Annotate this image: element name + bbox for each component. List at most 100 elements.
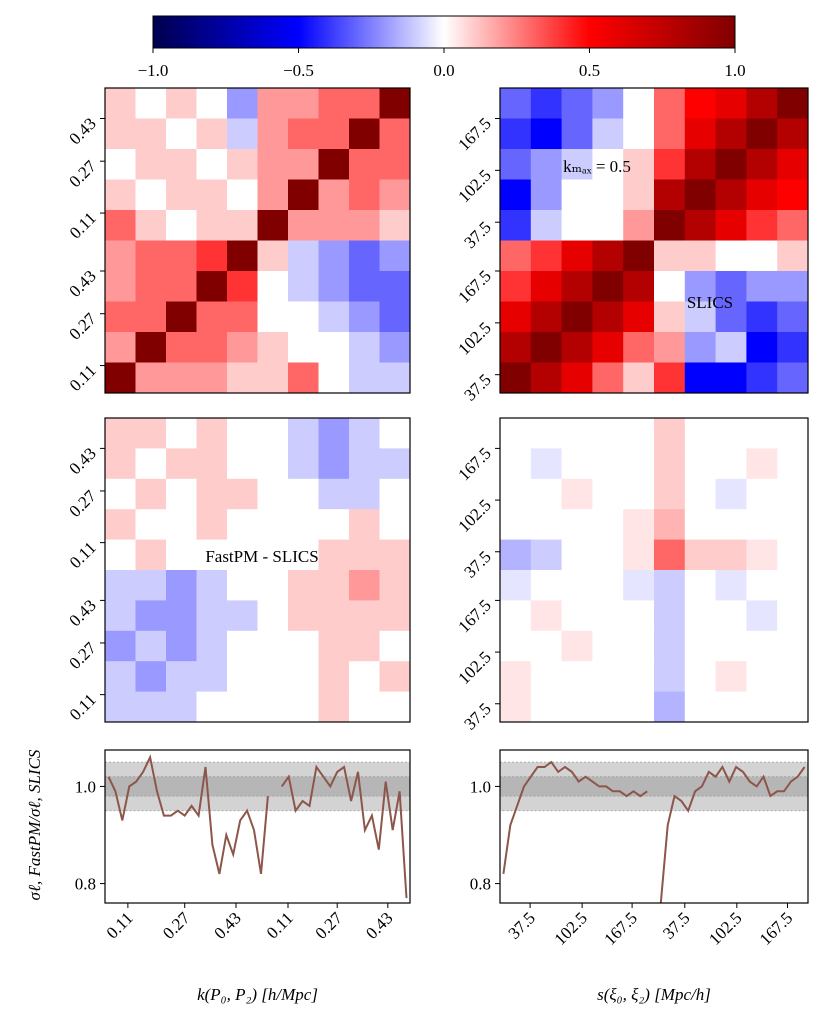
- heatmap-cell: [379, 179, 411, 211]
- heatmap-cell: [530, 240, 563, 272]
- heatmap-cell: [777, 418, 809, 449]
- heatmap-cell: [105, 332, 136, 363]
- heatmap-cell: [561, 240, 593, 272]
- heatmap-cell: [257, 362, 289, 394]
- heatmap-cell: [715, 118, 747, 150]
- heatmap-cell: [715, 691, 747, 723]
- heatmap-cell: [379, 271, 411, 302]
- heatmap-cell: [196, 600, 228, 632]
- heatmap-cell: [257, 448, 289, 480]
- colorbar-tick-label: −1.0: [138, 61, 169, 80]
- heatmap-cell: [500, 600, 532, 632]
- heatmap-cell: [500, 691, 532, 723]
- heatmap-cell: [561, 478, 593, 510]
- heatmap-cell: [654, 362, 686, 394]
- heatmap-cell: [105, 691, 136, 723]
- heatmap-cell: [715, 478, 747, 510]
- heatmap-cell: [227, 630, 258, 662]
- x-axis-label: s(ξ₀, ξ₂) [Mpc/h]: [597, 985, 711, 1004]
- heatmap-cell: [318, 332, 350, 363]
- y-tick-label: 37.5: [460, 699, 494, 733]
- heatmap-cell: [288, 210, 319, 241]
- heatmap-cell: [379, 88, 411, 119]
- heatmap-cell: [105, 661, 136, 693]
- heatmap-cell: [379, 630, 411, 662]
- heatmap-cell: [288, 539, 319, 571]
- heatmap-cell: [257, 301, 289, 333]
- heatmap-cell: [561, 661, 593, 693]
- heatmap-cell: [530, 509, 563, 541]
- heatmap-cell: [684, 332, 717, 363]
- heatmap-cell: [623, 418, 655, 449]
- heatmap-cell: [530, 179, 563, 211]
- heatmap-cell: [105, 630, 136, 662]
- heatmap-cell: [746, 418, 778, 449]
- heatmap-cell: [349, 118, 380, 150]
- heatmap-cell: [105, 478, 136, 510]
- heatmap-cell: [105, 362, 136, 394]
- heatmap-cell: [166, 478, 197, 510]
- heatmap-cell: [349, 210, 380, 241]
- heatmap-cell: [500, 210, 532, 241]
- heatmap-cell: [592, 418, 624, 449]
- heatmap-cell: [500, 332, 532, 363]
- heatmap-cell: [318, 418, 350, 449]
- heatmap-cell: [257, 210, 289, 241]
- heatmap-cell: [500, 362, 532, 394]
- heatmap-cell: [746, 179, 778, 211]
- heatmap-cell: [777, 362, 809, 394]
- heatmap-cell: [196, 301, 228, 333]
- heatmap-cell: [166, 149, 197, 180]
- heatmap-cell: [135, 149, 167, 180]
- heatmap-cell: [196, 271, 228, 302]
- heatmap-cell: [135, 240, 167, 272]
- heatmap-cell: [530, 149, 563, 180]
- y-tick-label: 167.5: [454, 114, 494, 154]
- heatmap-cell: [715, 88, 747, 119]
- heatmap-cell: [623, 301, 655, 333]
- heatmap-cell: [227, 332, 258, 363]
- colorbar-tick-label: 1.0: [724, 61, 745, 80]
- heatmap-cell: [777, 271, 809, 302]
- frame: [104, 417, 411, 723]
- heatmap-cell: [227, 448, 258, 480]
- heatmap-cell: [166, 210, 197, 241]
- y-tick-label: 0.27: [65, 156, 100, 191]
- y-axis-label: σℓ, FastPM/σℓ, SLICS: [25, 749, 44, 900]
- heatmap-cell: [318, 210, 350, 241]
- heatmap-cell: [227, 661, 258, 693]
- heatmap-cell: [166, 271, 197, 302]
- heatmap-cell: [318, 271, 350, 302]
- heatmap-cell: [349, 271, 380, 302]
- heatmap-cell: [684, 179, 717, 211]
- heatmap-cell: [684, 271, 717, 302]
- heatmap-cell: [777, 240, 809, 272]
- colorbar-tick-label: 0.0: [433, 61, 454, 80]
- heatmap-cell: [746, 630, 778, 662]
- heatmap-cell: [318, 362, 350, 394]
- heatmap-cell: [623, 448, 655, 480]
- y-tick-label: 0.43: [65, 114, 99, 148]
- x-tick-label: 0.43: [210, 908, 244, 942]
- heatmap-cell: [530, 691, 563, 723]
- heatmap-cell: [196, 332, 228, 363]
- heatmap-cell: [715, 271, 747, 302]
- heatmap-cell: [135, 570, 167, 601]
- heatmap-cell: [777, 118, 809, 150]
- heatmap-cell: [196, 478, 228, 510]
- heatmap-cell: [623, 210, 655, 241]
- heatmap-cell: [500, 149, 532, 180]
- heatmap-cell: [227, 691, 258, 723]
- heatmap-cell: [715, 362, 747, 394]
- x-tick-label: 37.5: [659, 908, 693, 942]
- line: [502, 760, 806, 904]
- heatmap-cell: [318, 630, 350, 662]
- heatmap-cell: [227, 210, 258, 241]
- heatmap-cell: [105, 448, 136, 480]
- x-tick-label: 0.43: [362, 908, 396, 942]
- heatmap-cell: [623, 118, 655, 150]
- heatmap-cell: [777, 301, 809, 333]
- heatmap-cell: [196, 539, 228, 571]
- heatmap-cell: [500, 240, 532, 272]
- heatmap-cell: [592, 210, 624, 241]
